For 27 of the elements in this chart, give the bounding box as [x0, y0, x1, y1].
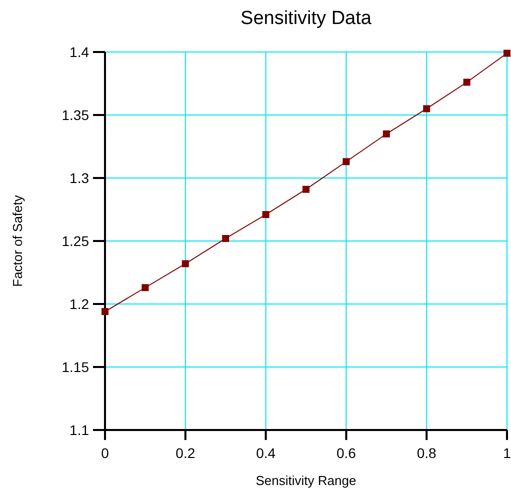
x-tick-label: 0 [101, 445, 110, 461]
x-tick-label: 0.8 [416, 445, 437, 461]
y-tick-label: 1.25 [62, 232, 90, 249]
y-tick-label: 1.3 [70, 170, 90, 186]
point [142, 284, 149, 292]
x-axis-title: Sensitivity Range [256, 473, 356, 488]
y-tick-label: 1.35 [62, 106, 90, 123]
y-tick-label: 1.1 [70, 422, 90, 438]
x-tick-label: 0.2 [176, 445, 196, 461]
point [423, 105, 430, 112]
point [222, 234, 230, 242]
point [182, 260, 189, 268]
point [102, 308, 108, 316]
point [504, 50, 510, 57]
point [342, 158, 350, 166]
x-tick-label: 0.6 [336, 445, 356, 461]
point [382, 130, 390, 138]
y-axis-title: Factor of Safety [10, 194, 25, 287]
y-tick-label: 1.15 [62, 358, 90, 375]
x-tick-label: 0.4 [256, 445, 276, 461]
point [302, 186, 310, 193]
y-tick-label: 1.2 [70, 296, 90, 312]
point [262, 211, 270, 218]
y-tick-label: 1.4 [70, 44, 90, 60]
x-tick-label: 1 [503, 445, 511, 461]
point [463, 78, 470, 86]
chart-title: Sensitivity Data [240, 8, 372, 29]
